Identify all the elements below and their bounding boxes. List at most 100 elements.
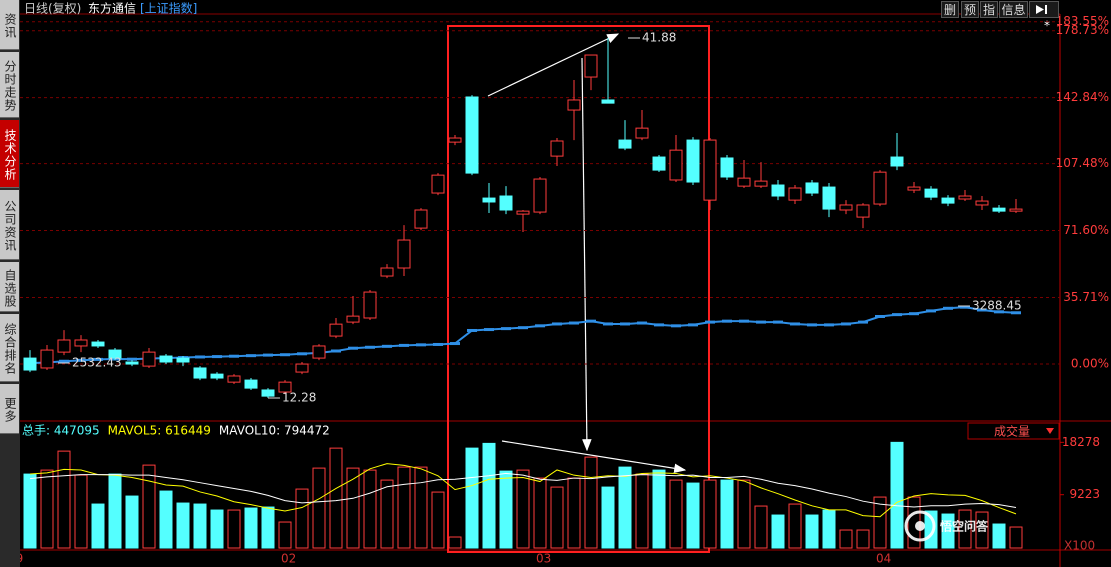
volume-bar	[788, 503, 802, 549]
candle-body	[907, 186, 921, 191]
index-box	[450, 342, 460, 346]
y-tick-label: 71.60%	[1063, 223, 1109, 237]
index-box	[671, 324, 681, 328]
volume-bar	[533, 477, 547, 549]
y-tick-label: 0.00%	[1071, 357, 1109, 371]
candle-body	[822, 186, 836, 210]
volume-bar	[329, 447, 343, 549]
candle-body	[703, 139, 717, 201]
candle-body	[788, 187, 802, 201]
annotation: 3288.45	[972, 299, 1022, 313]
play-icon	[1036, 5, 1047, 14]
y-tick-label: 178.73%	[1056, 23, 1109, 37]
candle-body	[329, 323, 343, 337]
candle-body	[210, 373, 224, 379]
volume-bar	[873, 496, 887, 549]
volume-bar	[227, 509, 241, 549]
candle-body	[618, 139, 632, 149]
toolbar-button[interactable]: 预	[961, 1, 979, 18]
candle-body	[431, 174, 445, 194]
volume-bar	[516, 469, 530, 549]
candle-body	[584, 54, 598, 78]
sidebar-tab[interactable]: 技术分析	[0, 120, 19, 188]
sidebar-tab[interactable]: 综合排名	[0, 314, 19, 382]
indicator-menu[interactable]	[967, 422, 1060, 440]
candle-body	[720, 157, 734, 178]
volume-bar	[346, 467, 360, 549]
toolbar-button[interactable]: 指	[980, 1, 998, 18]
volume-bar	[737, 479, 751, 549]
stock-name: 东方通信	[88, 1, 136, 16]
candle-body	[567, 99, 581, 111]
index-box	[535, 324, 545, 328]
index-box	[331, 349, 341, 353]
index-box	[433, 342, 443, 346]
candle-body	[754, 180, 768, 187]
volume-bar	[380, 479, 394, 549]
sidebar: 资讯分时走势技术分析公司资讯自选股综合排名更多	[0, 0, 20, 567]
legend-entry: MAVOL5: 616449	[108, 424, 211, 438]
index-box	[365, 345, 375, 349]
sidebar-tab[interactable]: 分时走势	[0, 52, 19, 118]
volume-bar	[295, 488, 309, 549]
index-box	[263, 353, 273, 357]
volume-bar	[431, 491, 445, 549]
volume-bar	[771, 514, 785, 549]
ma-line	[29, 463, 1017, 518]
sidebar-tab[interactable]: 自选股	[0, 262, 19, 312]
toolbar-button[interactable]: 删	[941, 1, 959, 18]
index-box	[841, 322, 851, 326]
sidebar-tab[interactable]: 公司资讯	[0, 190, 19, 260]
indicator-menu-label[interactable]: 成交量	[994, 424, 1030, 439]
candle-body	[346, 315, 360, 323]
sidebar-tab[interactable]: 更多	[0, 384, 19, 434]
index-box	[875, 314, 885, 318]
volume-bar	[822, 509, 836, 549]
volume-bar	[1009, 526, 1023, 549]
index-box	[93, 357, 103, 361]
index-box	[807, 323, 817, 327]
candle-body	[992, 207, 1006, 212]
sidebar-tab[interactable]: 资讯	[0, 0, 19, 50]
dropdown-icon[interactable]	[1046, 428, 1054, 434]
toolbar-button[interactable]: 信息	[999, 1, 1028, 18]
legend-entry: MAVOL10: 794472	[219, 424, 330, 438]
index-box	[824, 323, 834, 327]
volume-bar	[652, 469, 666, 549]
x-tick-label: 03	[536, 552, 551, 566]
volume-bar	[686, 482, 700, 549]
volume-bar	[414, 466, 428, 549]
index-line	[29, 306, 1017, 365]
volume-bar	[754, 505, 768, 549]
annotation: 12.28	[282, 391, 316, 405]
index-box	[518, 326, 528, 330]
volume-bar	[941, 513, 955, 549]
candle-body	[448, 137, 462, 143]
index-box	[926, 309, 936, 313]
candle-body	[737, 177, 751, 187]
volume-bar	[465, 447, 479, 549]
volume-bar	[448, 536, 462, 549]
play-button[interactable]	[1029, 1, 1059, 18]
volume-bar	[499, 470, 513, 549]
candle-body	[941, 197, 955, 204]
index-box	[467, 328, 477, 332]
index-box	[246, 354, 256, 358]
index-box	[892, 313, 902, 317]
candle-body	[958, 195, 972, 200]
legend-entry: 总手: 447095	[22, 424, 100, 438]
index-box	[586, 319, 596, 323]
annotation: 2532.43	[72, 356, 122, 370]
candle-body	[125, 361, 139, 365]
volume-bar	[278, 521, 292, 549]
candle-body	[686, 139, 700, 183]
arrow	[487, 33, 620, 97]
volume-bar	[992, 523, 1006, 549]
volume-bar	[142, 464, 156, 549]
volume-bar	[975, 511, 989, 549]
index-box	[416, 343, 426, 347]
candle-body	[856, 204, 870, 218]
candle-body	[873, 171, 887, 205]
y-tick-label: 35.71%	[1063, 290, 1109, 304]
candle-body	[975, 200, 989, 206]
